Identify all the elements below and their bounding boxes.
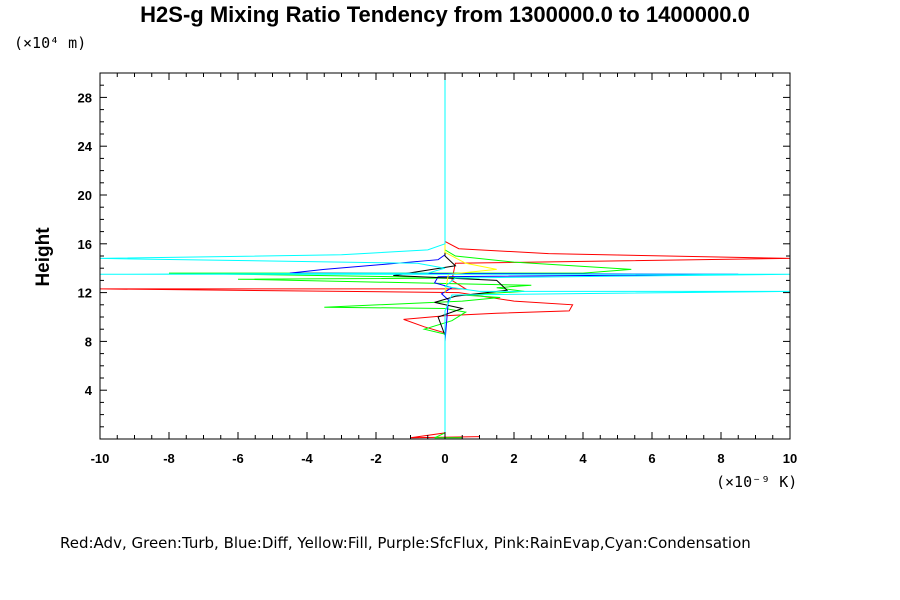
chart-title: H2S-g Mixing Ratio Tendency from 1300000… [140,2,750,27]
x-tick-label: 8 [717,451,724,466]
y-tick-label: 4 [85,383,93,398]
y-tick-label: 28 [78,90,92,105]
x-tick-label: 6 [648,451,655,466]
y-tick-label: 12 [78,286,92,301]
x-tick-label: -8 [163,451,175,466]
series-line-1 [168,73,632,439]
x-tick-label: 2 [510,451,517,466]
y-axis-label: Height [33,227,54,287]
x-tick-label: -4 [301,451,313,466]
legend-text: Red:Adv, Green:Turb, Blue:Diff, Yellow:F… [60,534,751,552]
y-tick-label: 8 [85,334,92,349]
series-layer [99,73,791,439]
x-tick-label: -2 [370,451,382,466]
y-tick-label: 20 [78,188,92,203]
x-tick-label: 10 [783,451,797,466]
x-tick-label: 4 [579,451,587,466]
x-tick-label: 0 [441,451,448,466]
y-tick-label: 16 [78,237,92,252]
y-tick-label: 24 [78,139,93,154]
series-line-0 [99,73,791,439]
series-line-2 [289,73,739,342]
x-tick-label: -10 [91,451,110,466]
x-tick-label: -6 [232,451,244,466]
series-line-3 [393,73,509,360]
y-axis-units: (×10⁴ m) [14,34,86,52]
x-axis-units: (×10⁻⁹ K) [716,473,797,491]
